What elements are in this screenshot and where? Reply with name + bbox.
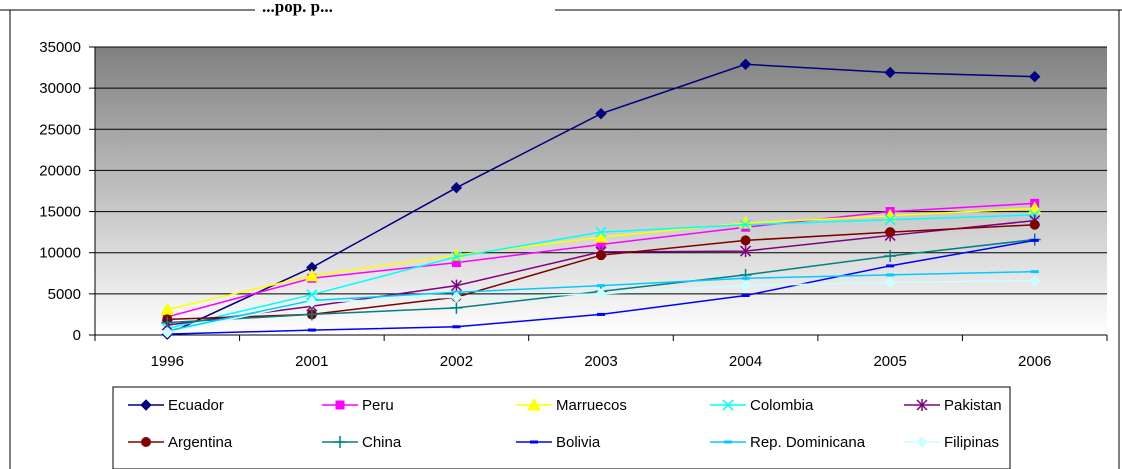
data-point-china xyxy=(450,301,463,314)
data-point-pakistan xyxy=(740,245,752,258)
x-tick-label: 1996 xyxy=(151,353,184,370)
y-tick-label: 35000 xyxy=(39,39,81,56)
legend-item: Ecuador xyxy=(128,397,224,414)
data-point-filipinas xyxy=(306,296,318,308)
y-tick-label: 20000 xyxy=(39,162,81,179)
x-tick-label: 2006 xyxy=(1018,353,1051,370)
legend-marker xyxy=(916,436,928,448)
data-point-argentina xyxy=(740,235,751,246)
y-tick-label: 25000 xyxy=(39,121,81,138)
legend-label: Bolivia xyxy=(556,434,601,451)
data-point-colombia xyxy=(450,251,462,263)
data-point-pakistan xyxy=(450,279,462,292)
data-point-bolivia xyxy=(886,264,895,268)
data-point-ecuador xyxy=(450,182,463,194)
legend-marker xyxy=(335,400,345,410)
legend-label: Marruecos xyxy=(556,397,627,414)
legend-label: Argentina xyxy=(168,434,233,451)
data-point-ecuador xyxy=(739,58,752,70)
data-point-bolivia xyxy=(452,325,461,329)
data-point-rep-dominicana xyxy=(597,284,605,288)
data-point-filipinas xyxy=(884,276,896,289)
legend-item: Filipinas xyxy=(904,434,999,451)
chart-title: ...pop. p... xyxy=(262,0,333,16)
legend-label: Peru xyxy=(362,397,394,414)
x-tick-label: 2002 xyxy=(440,353,473,370)
data-point-rep-dominicana xyxy=(886,273,895,277)
legend-item: Peru xyxy=(322,397,394,414)
title-mask xyxy=(255,0,555,11)
legend-box xyxy=(112,386,1011,469)
legend-label: Ecuador xyxy=(168,397,224,414)
data-point-marruecos xyxy=(305,268,319,282)
y-tick-label: 10000 xyxy=(39,245,81,262)
data-point-filipinas xyxy=(595,288,607,300)
legend-label: China xyxy=(362,434,402,451)
legend-marker xyxy=(334,436,346,448)
y-tick-label: 30000 xyxy=(39,80,81,97)
x-tick-label: 2005 xyxy=(873,353,906,370)
y-tick-label: 5000 xyxy=(48,286,81,303)
data-point-ecuador xyxy=(595,107,607,120)
legend-marker xyxy=(140,399,152,411)
legend-label: Pakistan xyxy=(944,397,1002,414)
legend-marker xyxy=(141,437,151,447)
legend-item: Bolivia xyxy=(516,434,601,451)
legend: Ecuador Peru Marruecos Colombia Pakistan Arge… xyxy=(112,386,1011,469)
legend-item: China xyxy=(322,434,402,451)
data-point-marruecos xyxy=(1027,201,1042,214)
data-point-colombia xyxy=(740,219,752,231)
data-point-ecuador xyxy=(1029,70,1041,83)
data-point-filipinas xyxy=(161,326,173,339)
data-point-filipinas xyxy=(739,279,752,292)
data-point-marruecos xyxy=(594,230,608,243)
legend-marker xyxy=(527,397,541,411)
x-tick-label: 2004 xyxy=(729,353,762,370)
y-tick-label: 15000 xyxy=(39,204,81,221)
legend-item: Pakistan xyxy=(904,397,1002,414)
axes: 0 5000 10000 15000 20000 25000 30000 35000 1996 2… xyxy=(39,39,1108,370)
data-point-argentina xyxy=(885,227,896,238)
data-point-rep-dominicana xyxy=(1030,270,1039,274)
data-point-argentina xyxy=(596,250,606,261)
legend-item: Colombia xyxy=(710,397,814,414)
legend-marker xyxy=(916,399,928,411)
x-tick-label: 2001 xyxy=(295,353,328,370)
data-point-china xyxy=(884,250,897,263)
legend-label: Filipinas xyxy=(944,434,999,451)
legend-item: Argentina xyxy=(128,434,233,451)
data-point-bolivia xyxy=(1030,238,1039,242)
legend-item: Rep. Dominicana xyxy=(710,434,866,451)
data-point-china xyxy=(161,316,174,329)
data-point-rep-dominicana xyxy=(741,276,750,280)
x-tick-label: 2003 xyxy=(584,353,617,370)
legend-label: Rep. Dominicana xyxy=(750,434,866,451)
data-point-bolivia xyxy=(741,294,750,298)
data-point-argentina xyxy=(1029,219,1040,230)
data-point-bolivia xyxy=(597,312,605,316)
data-point-filipinas xyxy=(450,291,463,303)
legend-marker xyxy=(722,399,734,411)
data-point-colombia xyxy=(595,226,607,238)
data-point-filipinas xyxy=(1029,274,1041,287)
data-point-china xyxy=(305,308,318,321)
data-point-colombia xyxy=(306,289,318,301)
y-tick-label: 0 xyxy=(73,327,81,344)
series-lines xyxy=(160,58,1042,340)
data-point-ecuador xyxy=(884,66,896,79)
legend-label: Colombia xyxy=(750,397,814,414)
legend-marker xyxy=(530,440,538,444)
legend-item: Marruecos xyxy=(516,397,627,414)
legend-marker xyxy=(724,440,732,444)
data-point-colombia xyxy=(884,214,896,226)
data-point-bolivia xyxy=(307,328,316,332)
